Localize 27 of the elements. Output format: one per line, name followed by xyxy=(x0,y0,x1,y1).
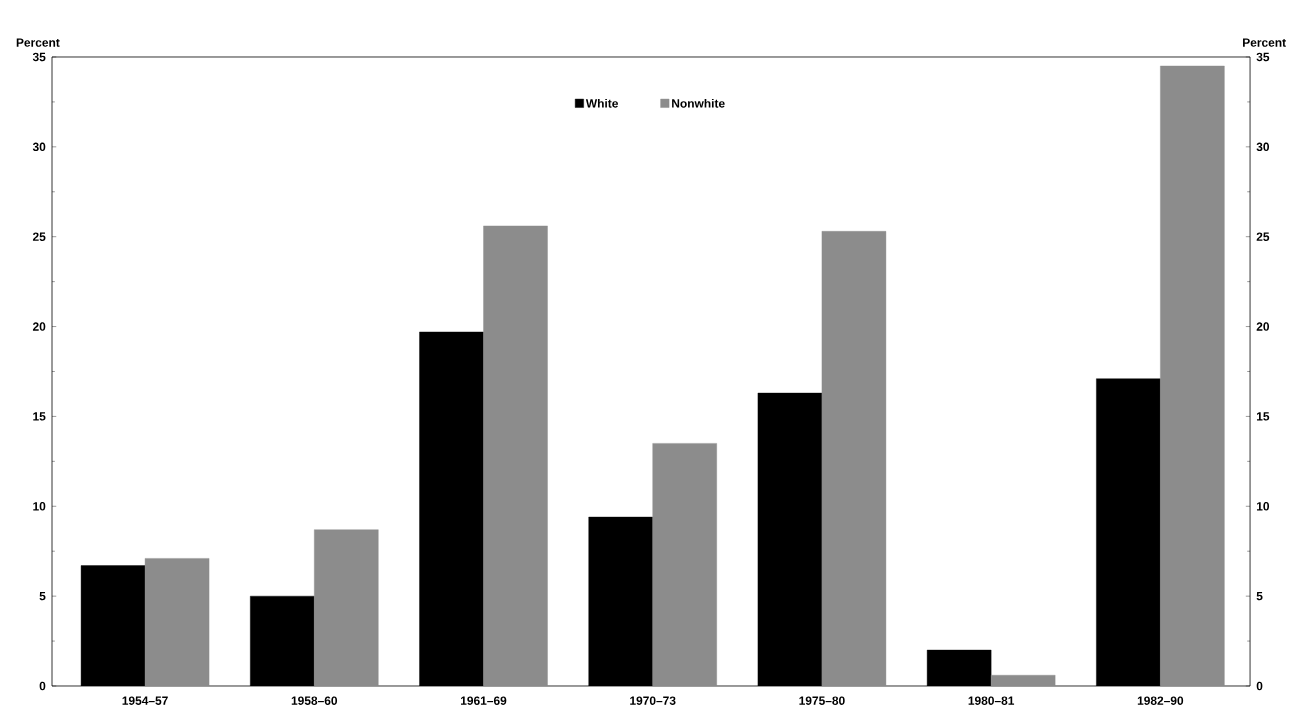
y2-tick-label: 15 xyxy=(1256,412,1270,421)
y2-axis-title: Percent xyxy=(1243,38,1286,47)
legend-label: Nonwhite xyxy=(672,98,725,108)
y-axis-title: Percent xyxy=(16,38,60,47)
y-tick-label: 30 xyxy=(32,142,46,152)
y-tick-label: 15 xyxy=(33,412,46,421)
y-tick-label: 5 xyxy=(39,591,46,601)
x-tick-label: 1970–73 xyxy=(630,696,676,705)
y2-tick-label: 20 xyxy=(1256,322,1270,331)
y2-tick-label: 0 xyxy=(1256,681,1263,691)
y2-tick-label: 25 xyxy=(1256,232,1270,241)
y-tick-label: 25 xyxy=(32,232,46,241)
y2-tick-label: 30 xyxy=(1256,142,1270,152)
legend-label: White xyxy=(585,98,618,108)
y-tick-label: 20 xyxy=(32,322,46,331)
y2-tick-label: 35 xyxy=(1256,52,1270,62)
y2-tick-label: 5 xyxy=(1256,591,1263,601)
y2-tick-label: 10 xyxy=(1256,502,1270,511)
x-tick-label: 1982–90 xyxy=(1137,696,1184,705)
x-tick-label: 1975–80 xyxy=(799,696,845,705)
x-tick-label: 1954–57 xyxy=(122,696,168,705)
y-tick-label: 35 xyxy=(32,52,46,62)
y-tick-label: 10 xyxy=(33,502,46,511)
y-tick-label: 0 xyxy=(39,681,46,691)
x-tick-label: 1980–81 xyxy=(968,696,1015,705)
x-tick-label: 1961–69 xyxy=(460,696,507,705)
x-tick-label: 1958–60 xyxy=(291,696,338,705)
